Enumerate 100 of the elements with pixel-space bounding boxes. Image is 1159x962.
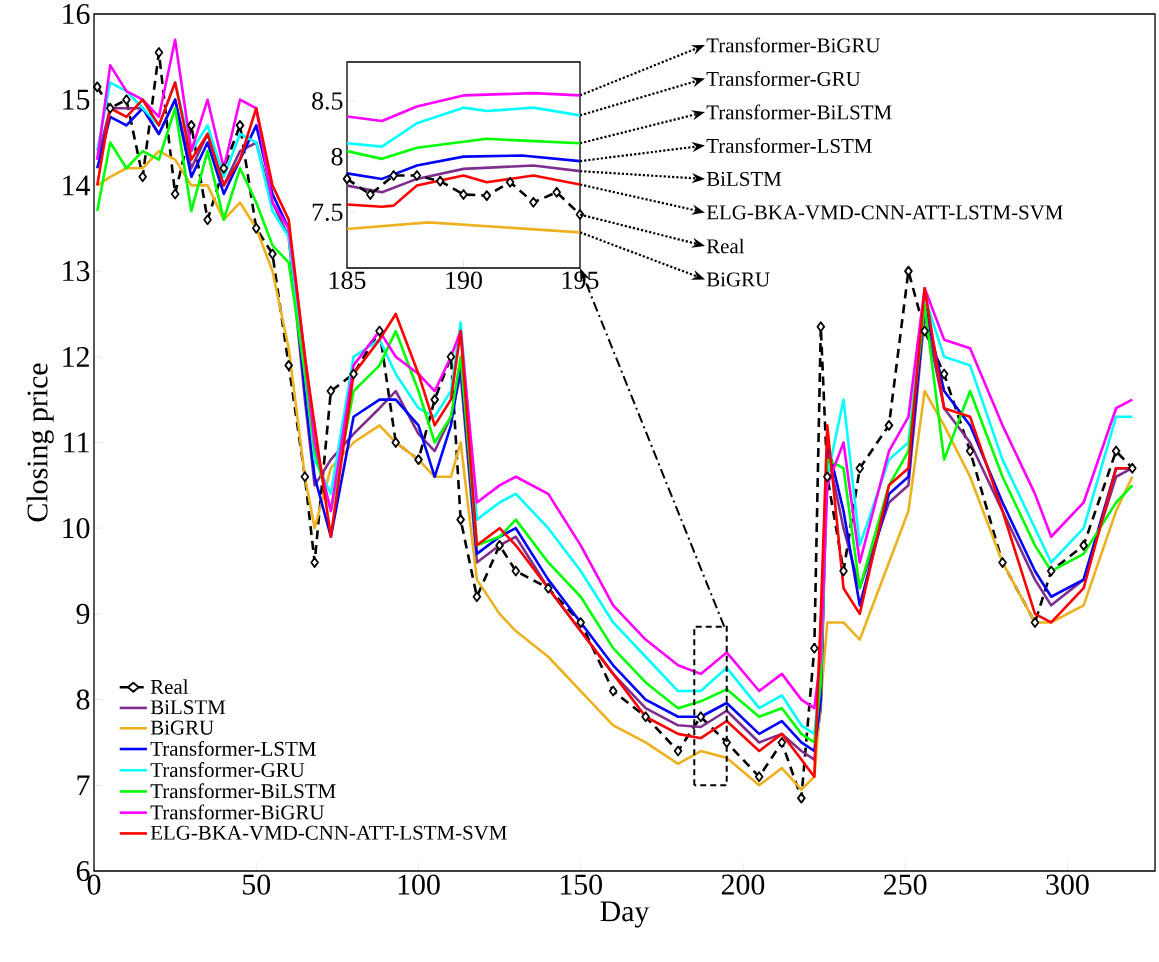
- x-axis-title: Day: [600, 901, 650, 928]
- point: [187, 120, 196, 131]
- point: [576, 617, 585, 628]
- legend-label: BiLSTM: [150, 700, 226, 715]
- point: [511, 565, 521, 577]
- point: [641, 711, 650, 723]
- line-series: [347, 137, 581, 161]
- point: [92, 81, 102, 93]
- point: [446, 351, 456, 363]
- point: [696, 711, 706, 723]
- annotation: Transformer-BiLSTM: [706, 104, 892, 120]
- point: [310, 557, 319, 568]
- annotation: Transformer-LSTM: [706, 138, 872, 153]
- point: [251, 222, 261, 234]
- point: [412, 170, 422, 181]
- point: [459, 189, 468, 200]
- point: [998, 557, 1007, 568]
- y-tick-label: 15: [63, 89, 90, 110]
- point: [777, 737, 787, 748]
- legend-label: Transformer-BiGRU: [150, 804, 325, 820]
- point: [366, 189, 375, 200]
- y-tick-label: 10: [63, 518, 90, 539]
- point: [1128, 462, 1137, 474]
- point: [495, 539, 504, 551]
- x-tick-label: 150: [560, 874, 602, 895]
- y-tick-label: 16: [63, 3, 90, 25]
- point: [154, 47, 164, 58]
- y-tick-label: 12: [63, 346, 89, 367]
- point: [965, 445, 975, 457]
- point: [1111, 445, 1121, 457]
- y-tick-label: 8: [331, 147, 343, 166]
- y-tick-label: 11: [64, 432, 89, 453]
- annotation: BiLSTM: [706, 171, 782, 187]
- point: [529, 196, 538, 208]
- point: [505, 176, 515, 188]
- line-series: [347, 174, 581, 209]
- x-tick-label: 300: [1046, 874, 1089, 895]
- point: [414, 454, 423, 466]
- x-tick-label: 185: [329, 271, 366, 289]
- point: [855, 462, 865, 474]
- point: [375, 325, 384, 337]
- point: [235, 120, 245, 131]
- x-tick-label: 190: [446, 271, 482, 289]
- y-tick-label: 14: [63, 175, 91, 196]
- point: [673, 745, 683, 757]
- annotation: ELG-BKA-VMD-CNN-ATT-LSTM-SVM: [706, 205, 1063, 220]
- point: [342, 173, 352, 185]
- annotation: Transformer-BiGRU: [706, 37, 881, 53]
- point: [472, 591, 482, 603]
- point: [552, 186, 561, 198]
- legend-label: ELG-BKA-VMD-CNN-ATT-LSTM-SVM: [150, 825, 507, 840]
- legend-label: Transformer-GRU: [150, 762, 305, 778]
- point: [816, 321, 826, 333]
- point: [608, 685, 618, 697]
- point: [456, 514, 465, 526]
- x-tick-label: 100: [398, 874, 440, 895]
- point: [823, 471, 832, 483]
- x-tick-label: 200: [721, 874, 765, 895]
- point: [884, 419, 894, 431]
- point: [138, 171, 147, 183]
- point: [797, 792, 806, 804]
- point: [122, 94, 131, 106]
- legend-label: Transformer-LSTM: [150, 740, 316, 756]
- line-series: [347, 91, 581, 123]
- annotation: BiGRU: [706, 272, 770, 287]
- point: [391, 437, 401, 448]
- point: [543, 582, 553, 594]
- y-tick-label: 8.5: [312, 92, 343, 110]
- point: [839, 565, 848, 577]
- y-tick-label: 13: [63, 261, 90, 282]
- point: [284, 359, 293, 371]
- y-tick-label: 9: [76, 603, 90, 624]
- y-tick-label: 7: [77, 775, 90, 796]
- legend-label: Real: [150, 679, 189, 694]
- point: [349, 368, 358, 380]
- legend-label: Transformer-BiLSTM: [150, 783, 336, 799]
- point: [203, 214, 212, 226]
- point: [105, 102, 115, 114]
- point: [170, 188, 180, 200]
- point: [482, 190, 492, 202]
- annotation: Transformer-GRU: [706, 71, 861, 86]
- x-tick-label: 250: [884, 874, 927, 895]
- y-tick-label: 8: [76, 689, 90, 710]
- point: [430, 394, 439, 406]
- point: [939, 368, 949, 380]
- point: [920, 325, 929, 337]
- point: [1079, 539, 1088, 551]
- point: [1046, 565, 1056, 577]
- point: [389, 170, 398, 181]
- x-tick-label: 50: [243, 874, 271, 895]
- y-axis-title: Closing price: [26, 363, 54, 522]
- point: [435, 175, 445, 187]
- point: [268, 248, 277, 260]
- point: [326, 385, 336, 397]
- y-tick-label: 7.5: [312, 203, 343, 221]
- point: [219, 162, 229, 174]
- legend-label: BiGRU: [150, 720, 214, 735]
- point: [810, 642, 819, 654]
- point: [1030, 617, 1040, 628]
- point: [300, 471, 310, 483]
